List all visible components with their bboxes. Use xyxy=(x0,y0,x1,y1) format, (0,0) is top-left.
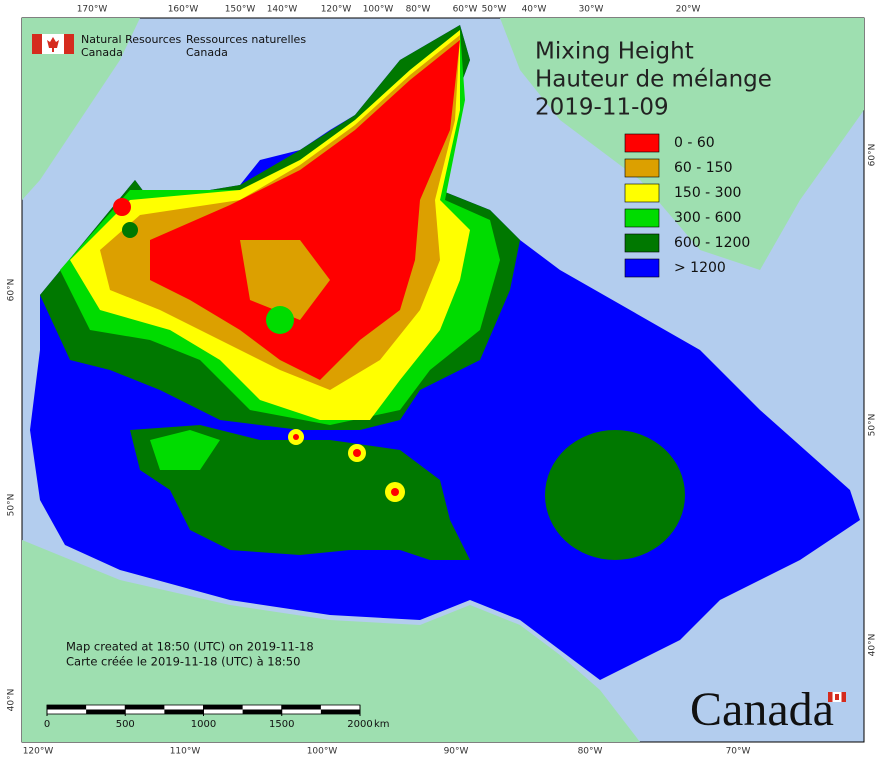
scale-label: 1000 xyxy=(191,719,216,730)
footer-text: Map created at 18:50 (UTC) on 2019-11-18 xyxy=(66,640,314,654)
flag-band xyxy=(841,692,846,702)
nrcan-header: Natural Resources Canada Ressources natu… xyxy=(32,33,306,59)
longitude-label: 90°W xyxy=(444,747,469,757)
legend-swatch xyxy=(624,183,660,203)
longitude-label: 30°W xyxy=(579,5,604,15)
longitude-label: 110°W xyxy=(170,747,201,757)
latitude-label: 60°N xyxy=(7,279,17,302)
longitude-label: 80°W xyxy=(406,5,431,15)
header-text: Ressources naturelles xyxy=(186,33,306,46)
latitude-label: 40°N xyxy=(868,634,878,657)
longitude-label: 60°W xyxy=(453,5,478,15)
scale-bar-segment xyxy=(125,705,165,710)
longitude-label: 70°W xyxy=(726,747,751,757)
latitude-label: 60°N xyxy=(868,144,878,167)
longitude-label: 160°W xyxy=(168,5,199,15)
longitude-label: 150°W xyxy=(225,5,256,15)
header-text: Natural Resources xyxy=(81,33,182,46)
legend-label: 150 - 300 xyxy=(674,185,741,201)
header-text: Canada xyxy=(81,46,123,59)
legend-swatch xyxy=(624,158,660,178)
legend-swatch xyxy=(624,258,660,278)
legend-label: 0 - 60 xyxy=(674,135,715,151)
land-outside xyxy=(22,18,864,742)
scale-bar-segment xyxy=(281,705,321,710)
title: Hauteur de mélange xyxy=(535,67,772,93)
longitude-label: 100°W xyxy=(307,747,338,757)
scale-bar-segment xyxy=(86,709,126,714)
scale-bar-segment xyxy=(203,705,243,710)
canada-regions xyxy=(30,25,860,680)
maple-leaf xyxy=(47,37,59,52)
legend-label: 300 - 600 xyxy=(674,210,741,226)
wordmark: Canada xyxy=(690,683,846,736)
title: Mixing Height xyxy=(535,39,694,65)
latitude-label: 50°N xyxy=(7,494,17,517)
legend-swatch xyxy=(624,208,660,228)
longitude-label: 50°W xyxy=(482,5,507,15)
latitude-label: 40°N xyxy=(7,689,17,712)
footer-text: Carte créée le 2019-11-18 (UTC) à 18:50 xyxy=(66,655,300,669)
longitude-label: 170°W xyxy=(77,5,108,15)
longitude-label: 120°W xyxy=(321,5,352,15)
scale-label: 1500 xyxy=(269,719,294,730)
scale-label: 0 xyxy=(44,719,50,730)
longitude-label: 80°W xyxy=(578,747,603,757)
longitude-label: 20°W xyxy=(676,5,701,15)
maple-leaf xyxy=(835,694,839,700)
legend-label: > 1200 xyxy=(674,260,726,276)
flag-band xyxy=(32,34,42,54)
scale-bar-segment xyxy=(47,705,87,710)
legend-label: 60 - 150 xyxy=(674,160,733,176)
header-text: Canada xyxy=(186,46,228,59)
latitude-label: 50°N xyxy=(868,414,878,437)
scale-bar-segment xyxy=(164,709,204,714)
scale-bar-segment xyxy=(320,709,360,714)
title: 2019-11-09 xyxy=(535,95,669,121)
scale-bar-segment xyxy=(242,709,282,714)
flag-band xyxy=(64,34,74,54)
longitude-label: 100°W xyxy=(363,5,394,15)
legend-swatch xyxy=(624,133,660,153)
wordmark-text: Canada xyxy=(690,683,834,736)
flag-band xyxy=(828,692,833,702)
scale-label: 2000 xyxy=(347,719,372,730)
longitude-label: 120°W xyxy=(23,747,54,757)
longitude-label: 40°W xyxy=(522,5,547,15)
legend-swatch xyxy=(624,233,660,253)
scale-unit: km xyxy=(374,719,390,730)
scale-label: 500 xyxy=(116,719,135,730)
legend-label: 600 - 1200 xyxy=(674,235,750,251)
longitude-label: 140°W xyxy=(267,5,298,15)
